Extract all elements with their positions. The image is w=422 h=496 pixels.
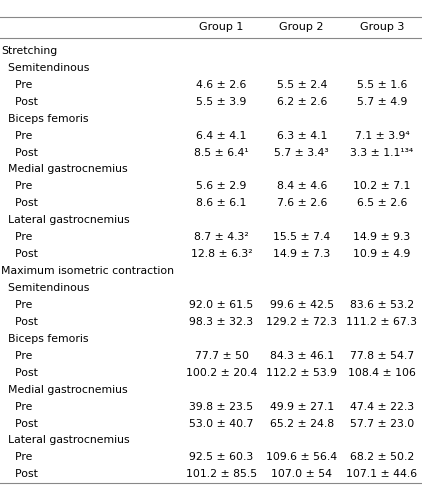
Text: Stretching: Stretching: [1, 46, 57, 56]
Text: Biceps femoris: Biceps femoris: [1, 114, 88, 124]
Text: Post: Post: [1, 419, 38, 429]
Text: 6.5 ± 2.6: 6.5 ± 2.6: [357, 198, 407, 208]
Text: 65.2 ± 24.8: 65.2 ± 24.8: [270, 419, 334, 429]
Text: Maximum isometric contraction: Maximum isometric contraction: [1, 266, 174, 276]
Text: 47.4 ± 22.3: 47.4 ± 22.3: [350, 402, 414, 412]
Text: 8.7 ± 4.3²: 8.7 ± 4.3²: [194, 232, 249, 242]
Text: Biceps femoris: Biceps femoris: [1, 334, 88, 344]
Text: 5.5 ± 1.6: 5.5 ± 1.6: [357, 80, 407, 90]
Text: Pre: Pre: [1, 182, 32, 191]
Text: 3.3 ± 1.1¹³⁴: 3.3 ± 1.1¹³⁴: [350, 147, 414, 158]
Text: 107.0 ± 54: 107.0 ± 54: [271, 469, 332, 479]
Text: Post: Post: [1, 317, 38, 327]
Text: 39.8 ± 23.5: 39.8 ± 23.5: [189, 402, 254, 412]
Text: Pre: Pre: [1, 80, 32, 90]
Text: Semitendinous: Semitendinous: [1, 63, 89, 73]
Text: 68.2 ± 50.2: 68.2 ± 50.2: [350, 452, 414, 462]
Text: 8.4 ± 4.6: 8.4 ± 4.6: [276, 182, 327, 191]
Text: Pre: Pre: [1, 232, 32, 242]
Text: 4.6 ± 2.6: 4.6 ± 2.6: [196, 80, 247, 90]
Text: Medial gastrocnemius: Medial gastrocnemius: [1, 165, 127, 175]
Text: 92.5 ± 60.3: 92.5 ± 60.3: [189, 452, 254, 462]
Text: 12.8 ± 6.3²: 12.8 ± 6.3²: [191, 249, 252, 259]
Text: 92.0 ± 61.5: 92.0 ± 61.5: [189, 300, 254, 310]
Text: Post: Post: [1, 368, 38, 378]
Text: Semitendinous: Semitendinous: [1, 283, 89, 293]
Text: 7.6 ± 2.6: 7.6 ± 2.6: [276, 198, 327, 208]
Text: Pre: Pre: [1, 402, 32, 412]
Text: 14.9 ± 7.3: 14.9 ± 7.3: [273, 249, 330, 259]
Text: 84.3 ± 46.1: 84.3 ± 46.1: [270, 351, 334, 361]
Text: 108.4 ± 106: 108.4 ± 106: [348, 368, 416, 378]
Text: Group 3: Group 3: [360, 22, 404, 32]
Text: 15.5 ± 7.4: 15.5 ± 7.4: [273, 232, 330, 242]
Text: 101.2 ± 85.5: 101.2 ± 85.5: [186, 469, 257, 479]
Text: Pre: Pre: [1, 351, 32, 361]
Text: Pre: Pre: [1, 452, 32, 462]
Text: 6.3 ± 4.1: 6.3 ± 4.1: [276, 130, 327, 140]
Text: Post: Post: [1, 469, 38, 479]
Text: 5.7 ± 4.9: 5.7 ± 4.9: [357, 97, 407, 107]
Text: Post: Post: [1, 147, 38, 158]
Text: 100.2 ± 20.4: 100.2 ± 20.4: [186, 368, 257, 378]
Text: 49.9 ± 27.1: 49.9 ± 27.1: [270, 402, 334, 412]
Text: 6.4 ± 4.1: 6.4 ± 4.1: [196, 130, 247, 140]
Text: 5.5 ± 2.4: 5.5 ± 2.4: [276, 80, 327, 90]
Text: 8.6 ± 6.1: 8.6 ± 6.1: [196, 198, 247, 208]
Text: 129.2 ± 72.3: 129.2 ± 72.3: [266, 317, 337, 327]
Text: 8.5 ± 6.4¹: 8.5 ± 6.4¹: [194, 147, 249, 158]
Text: 57.7 ± 23.0: 57.7 ± 23.0: [350, 419, 414, 429]
Text: Lateral gastrocnemius: Lateral gastrocnemius: [1, 435, 130, 445]
Text: Group 1: Group 1: [199, 22, 244, 32]
Text: Medial gastrocnemius: Medial gastrocnemius: [1, 385, 127, 395]
Text: 98.3 ± 32.3: 98.3 ± 32.3: [189, 317, 254, 327]
Text: 14.9 ± 9.3: 14.9 ± 9.3: [353, 232, 411, 242]
Text: 7.1 ± 3.9⁴: 7.1 ± 3.9⁴: [354, 130, 409, 140]
Text: Post: Post: [1, 198, 38, 208]
Text: 83.6 ± 53.2: 83.6 ± 53.2: [350, 300, 414, 310]
Text: Pre: Pre: [1, 130, 32, 140]
Text: 10.9 ± 4.9: 10.9 ± 4.9: [353, 249, 411, 259]
Text: 77.8 ± 54.7: 77.8 ± 54.7: [350, 351, 414, 361]
Text: 10.2 ± 7.1: 10.2 ± 7.1: [353, 182, 411, 191]
Text: 53.0 ± 40.7: 53.0 ± 40.7: [189, 419, 254, 429]
Text: Pre: Pre: [1, 300, 32, 310]
Text: 5.6 ± 2.9: 5.6 ± 2.9: [196, 182, 247, 191]
Text: 109.6 ± 56.4: 109.6 ± 56.4: [266, 452, 337, 462]
Text: Lateral gastrocnemius: Lateral gastrocnemius: [1, 215, 130, 225]
Text: 112.2 ± 53.9: 112.2 ± 53.9: [266, 368, 337, 378]
Text: 6.2 ± 2.6: 6.2 ± 2.6: [276, 97, 327, 107]
Text: 77.7 ± 50: 77.7 ± 50: [195, 351, 249, 361]
Text: Post: Post: [1, 97, 38, 107]
Text: Post: Post: [1, 249, 38, 259]
Text: 5.5 ± 3.9: 5.5 ± 3.9: [196, 97, 247, 107]
Text: 99.6 ± 42.5: 99.6 ± 42.5: [270, 300, 334, 310]
Text: 5.7 ± 3.4³: 5.7 ± 3.4³: [274, 147, 329, 158]
Text: 111.2 ± 67.3: 111.2 ± 67.3: [346, 317, 417, 327]
Text: 107.1 ± 44.6: 107.1 ± 44.6: [346, 469, 417, 479]
Text: Group 2: Group 2: [279, 22, 324, 32]
